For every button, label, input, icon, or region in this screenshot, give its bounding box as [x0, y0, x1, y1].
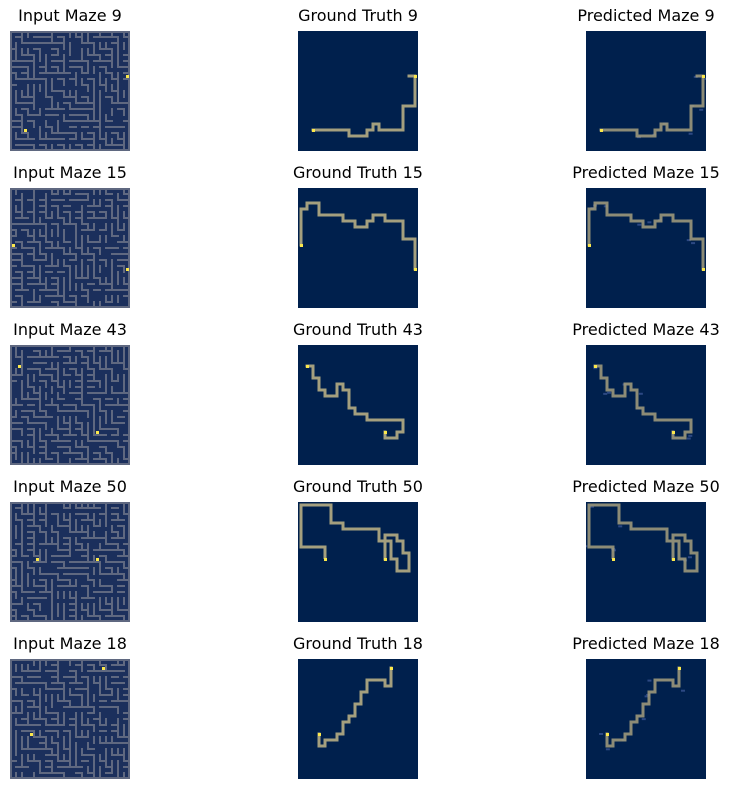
- start-marker: [300, 244, 303, 247]
- gt-panel-4: [298, 659, 418, 779]
- pred-panel-2: [586, 345, 706, 465]
- start-marker: [324, 558, 327, 561]
- end-marker: [384, 431, 387, 434]
- end-marker: [702, 268, 705, 271]
- end-marker: [126, 75, 129, 78]
- input-image-0: [10, 31, 130, 151]
- gt-title-1: Ground Truth 15: [293, 163, 423, 182]
- gt-panel-1: [298, 188, 418, 308]
- start-marker: [36, 558, 39, 561]
- pred-title-0: Predicted Maze 9: [577, 6, 715, 25]
- pred-image-4: [586, 659, 706, 779]
- maze-walls: [10, 502, 130, 622]
- start-marker: [612, 558, 615, 561]
- pred-panel-0: [586, 31, 706, 151]
- end-marker: [678, 667, 681, 670]
- predicted-path: [587, 201, 705, 271]
- gt-panel-0: [298, 31, 418, 151]
- gt-title-4: Ground Truth 18: [293, 634, 423, 653]
- ground-truth-path: [305, 364, 405, 440]
- gt-image-1: [298, 188, 418, 308]
- pred-image-2: [586, 345, 706, 465]
- input-panel-1: [10, 188, 130, 308]
- pred-panel-1: [586, 188, 706, 308]
- start-marker: [588, 244, 591, 247]
- ground-truth-path: [317, 666, 393, 748]
- pred-panel-4: [586, 659, 706, 779]
- input-panel-2: [10, 345, 130, 465]
- end-marker: [102, 667, 105, 670]
- predicted-path: [605, 666, 681, 748]
- pred-image-0: [586, 31, 706, 151]
- input-title-3: Input Maze 50: [13, 477, 127, 496]
- end-marker: [414, 75, 417, 78]
- input-panel-3: [10, 502, 130, 622]
- end-marker: [414, 268, 417, 271]
- input-panel-4: [10, 659, 130, 779]
- start-marker: [18, 365, 21, 368]
- end-marker: [96, 558, 99, 561]
- gt-title-3: Ground Truth 50: [293, 477, 423, 496]
- ground-truth-path: [311, 74, 417, 138]
- gt-panel-3: [298, 502, 418, 622]
- end-marker: [384, 558, 387, 561]
- input-title-4: Input Maze 18: [13, 634, 127, 653]
- pred-panel-3: [586, 502, 706, 622]
- input-image-3: [10, 502, 130, 622]
- input-image-4: [10, 659, 130, 779]
- pred-image-1: [586, 188, 706, 308]
- start-marker: [30, 733, 33, 736]
- gt-image-2: [298, 345, 418, 465]
- start-marker: [600, 129, 603, 132]
- maze-walls: [10, 659, 130, 779]
- pred-title-4: Predicted Maze 18: [572, 634, 720, 653]
- start-marker: [12, 244, 15, 247]
- start-marker: [606, 733, 609, 736]
- maze-walls: [10, 345, 130, 465]
- gt-image-4: [298, 659, 418, 779]
- pred-image-3: [586, 502, 706, 622]
- predicted-path: [599, 74, 705, 138]
- gt-panel-2: [298, 345, 418, 465]
- maze-walls: [10, 188, 130, 308]
- ground-truth-path: [299, 201, 417, 271]
- pred-title-2: Predicted Maze 43: [572, 320, 720, 339]
- ground-truth-path: [299, 503, 411, 573]
- gt-image-0: [298, 31, 418, 151]
- end-marker: [126, 268, 129, 271]
- end-marker: [96, 431, 99, 434]
- start-marker: [24, 129, 27, 132]
- gt-image-3: [298, 502, 418, 622]
- input-image-1: [10, 188, 130, 308]
- gt-title-0: Ground Truth 9: [298, 6, 418, 25]
- end-marker: [702, 75, 705, 78]
- pred-title-3: Predicted Maze 50: [572, 477, 720, 496]
- start-marker: [312, 129, 315, 132]
- gt-title-2: Ground Truth 43: [293, 320, 423, 339]
- input-title-2: Input Maze 43: [13, 320, 127, 339]
- predicted-path: [587, 503, 699, 573]
- input-panel-0: [10, 31, 130, 151]
- predicted-path: [593, 364, 693, 440]
- input-title-1: Input Maze 15: [13, 163, 127, 182]
- start-marker: [318, 733, 321, 736]
- start-marker: [594, 365, 597, 368]
- start-marker: [306, 365, 309, 368]
- end-marker: [672, 558, 675, 561]
- end-marker: [390, 667, 393, 670]
- input-image-2: [10, 345, 130, 465]
- end-marker: [672, 431, 675, 434]
- input-title-0: Input Maze 9: [18, 6, 122, 25]
- pred-title-1: Predicted Maze 15: [572, 163, 720, 182]
- maze-walls: [10, 31, 130, 151]
